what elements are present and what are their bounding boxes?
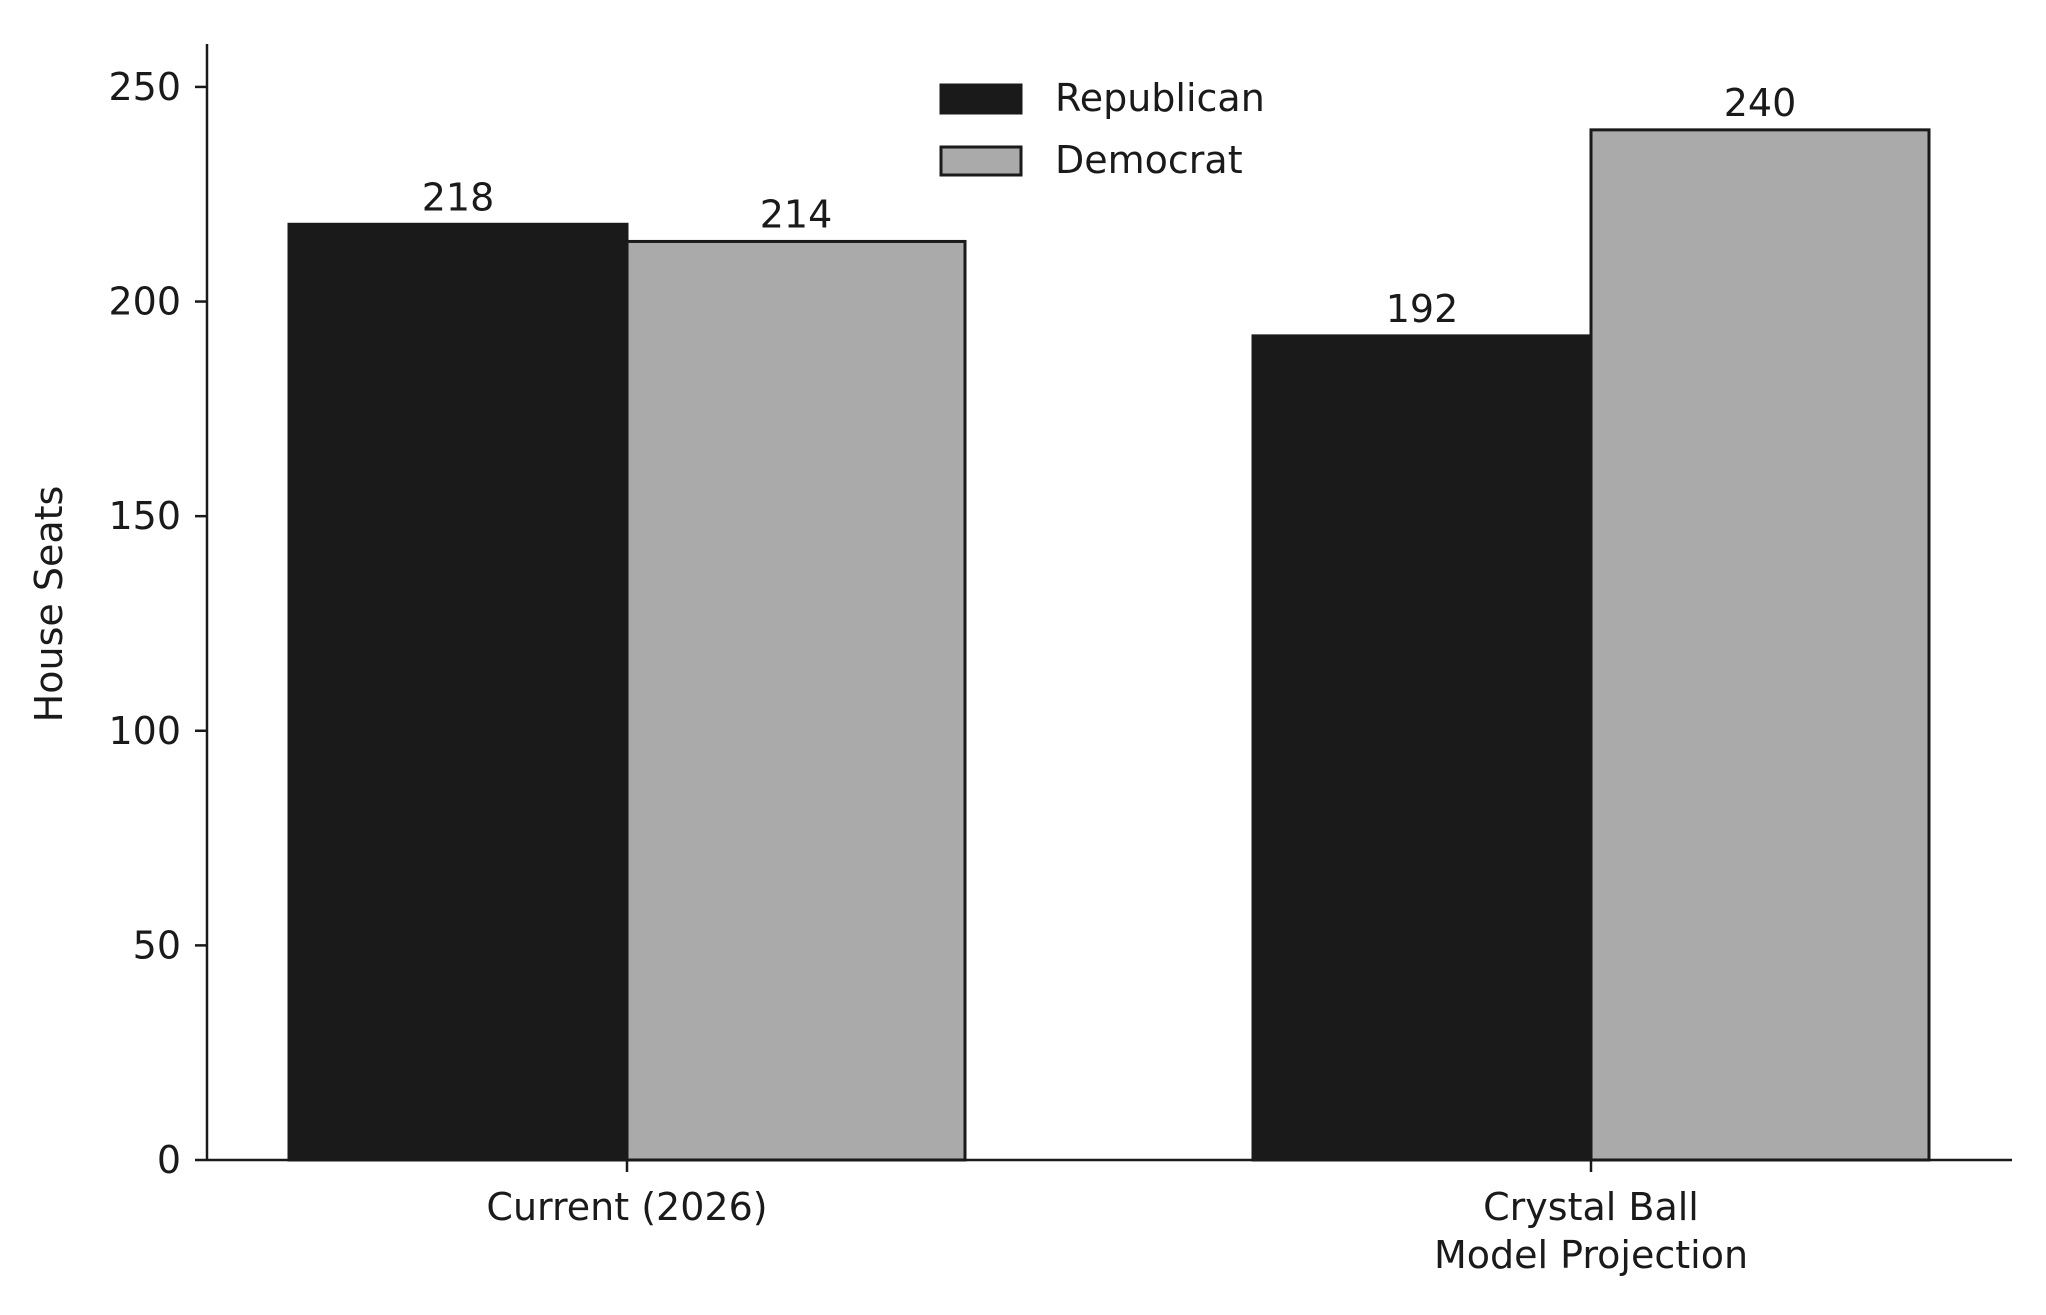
data-label-republican-1: 218	[422, 175, 495, 219]
data-label-republican-2: 192	[1386, 287, 1459, 331]
x-tick-label-2-line-2: Model Projection	[1434, 1233, 1748, 1277]
axes-layer: 0 50 100 150 200 250 Current (2026) Crystal Bal…	[108, 44, 2012, 1277]
bar-democrat-1	[625, 239, 967, 1162]
data-labels-layer: 218 192 214 240	[422, 81, 1797, 331]
y-axis-label: House Seats	[27, 486, 71, 723]
x-tick-label-2-line-1: Crystal Ball	[1483, 1185, 1699, 1229]
y-tick-label-250: 250	[108, 65, 181, 109]
data-label-democrat-2: 240	[1724, 81, 1797, 125]
bars-layer	[287, 128, 1931, 1162]
legend: Republican Democrat	[939, 76, 1265, 182]
bar-democrat-2	[1589, 128, 1931, 1162]
y-tick-label-150: 150	[108, 494, 181, 538]
bar-republican-2	[1251, 334, 1593, 1162]
bar-republican-1	[287, 222, 629, 1162]
x-tick-label-1: Current (2026)	[486, 1185, 767, 1229]
legend-label-democrat: Democrat	[1055, 138, 1243, 182]
y-tick-label-0: 0	[157, 1138, 181, 1182]
y-tick-label-200: 200	[108, 280, 181, 324]
y-tick-label-50: 50	[133, 923, 181, 967]
legend-label-republican: Republican	[1055, 76, 1265, 120]
legend-swatch-republican	[939, 83, 1023, 115]
data-label-democrat-1: 214	[760, 192, 833, 236]
y-tick-label-100: 100	[108, 709, 181, 753]
legend-swatch-democrat	[939, 145, 1023, 177]
